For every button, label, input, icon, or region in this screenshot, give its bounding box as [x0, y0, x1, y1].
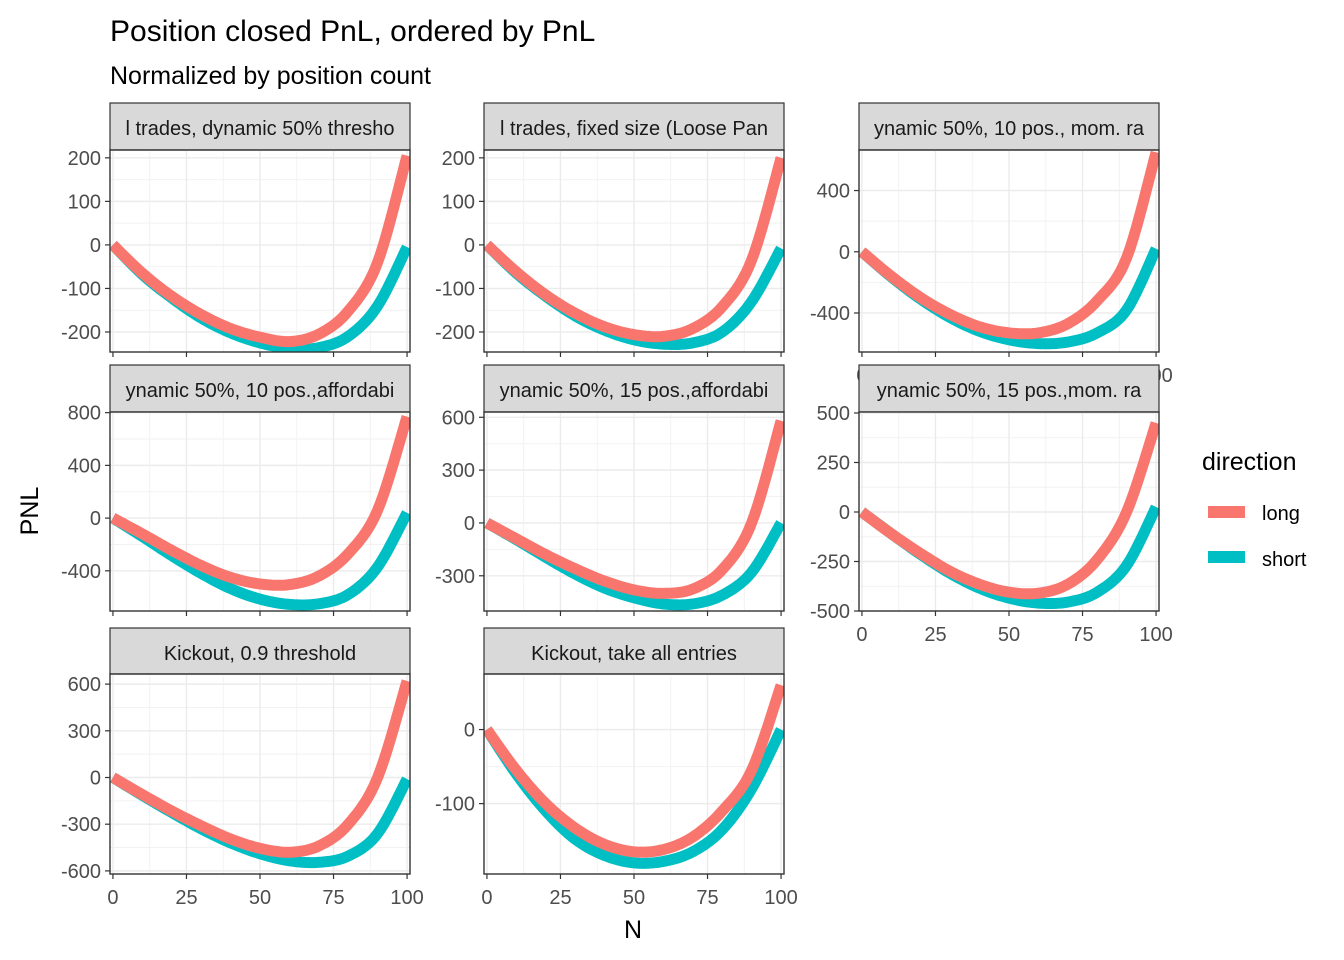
y-tick-label: 100 — [442, 191, 475, 213]
y-tick-label: -200 — [435, 322, 475, 344]
x-tick-label: 75 — [1071, 624, 1093, 646]
facet-panel: ynamic 50%, 10 pos.,affordabi 800 400 0 -400 — [61, 364, 411, 616]
facet-strip-label: l trades, dynamic 50% thresho — [125, 118, 394, 140]
facet-strip-label: ynamic 50%, 10 pos., mom. ra — [874, 118, 1145, 140]
y-tick-label: -600 — [61, 861, 101, 883]
facet-panel: l trades, fixed size (Loose Pan 200 100 0 -1… — [435, 102, 785, 357]
y-tick-label: 500 — [817, 403, 850, 425]
facet-strip — [483, 102, 785, 151]
x-axis-label: N — [624, 916, 642, 944]
y-tick-label: 400 — [68, 455, 101, 477]
x-tick-label: 75 — [696, 887, 718, 909]
y-tick-label: -500 — [810, 601, 850, 623]
y-tick-label: -100 — [435, 278, 475, 300]
facet-strip-label: Kickout, take all entries — [531, 643, 737, 665]
y-axis-label: PNL — [16, 487, 44, 536]
legend-label-long: long — [1262, 503, 1300, 525]
series-line-long — [859, 421, 1159, 600]
y-tick-label: 200 — [68, 148, 101, 170]
series-line-long — [859, 150, 1159, 340]
y-tick-label: -250 — [810, 551, 850, 573]
facet-strip-label: Kickout, 0.9 threshold — [164, 643, 356, 665]
facet-strip — [109, 102, 411, 151]
facet-panel: l trades, dynamic 50% thresho 200 100 0 -100… — [61, 102, 411, 357]
x-tick-label: 25 — [924, 624, 946, 646]
y-tick-label: -100 — [435, 794, 475, 816]
series-line-long — [110, 414, 410, 591]
legend-key-short — [1208, 551, 1245, 563]
chart-subtitle: Normalized by position count — [110, 62, 431, 90]
x-tick-label: 50 — [623, 887, 645, 909]
y-tick-label: -100 — [61, 278, 101, 300]
facet-strip — [483, 627, 785, 675]
y-tick-label: 250 — [817, 452, 850, 474]
facet-panel: Kickout, take all entries 0 -100 0 25 50 75 100 — [435, 627, 798, 909]
series-line-long — [484, 683, 784, 858]
y-tick-label: -300 — [435, 566, 475, 588]
y-tick-label: 0 — [464, 720, 475, 742]
x-tick-label: 25 — [549, 887, 571, 909]
y-tick-label: 600 — [68, 674, 101, 696]
y-tick-label: 0 — [90, 508, 101, 530]
legend-title: direction — [1202, 448, 1297, 476]
x-tick-label: 75 — [322, 887, 344, 909]
facet-strip-label: ynamic 50%, 10 pos.,affordabi — [126, 380, 395, 402]
x-tick-label: 0 — [107, 887, 118, 909]
facet-panel: Kickout, 0.9 threshold 600 300 0 -300 -600 0 25… — [61, 627, 424, 909]
facet-strip-label: ynamic 50%, 15 pos.,mom. ra — [877, 380, 1142, 402]
x-tick-label: 50 — [249, 887, 271, 909]
facet-strip — [858, 102, 1160, 151]
facet-panels: l trades, dynamic 50% thresho 200 100 0 -100… — [61, 102, 1173, 909]
y-tick-label: -400 — [810, 303, 850, 325]
series-line-long — [110, 679, 410, 858]
y-tick-label: 0 — [464, 513, 475, 535]
facet-panel: ynamic 50%, 10 pos., mom. ra4000-4000255… — [810, 102, 1173, 387]
y-tick-label: 100 — [68, 191, 101, 213]
legend-label-short: short — [1262, 549, 1307, 571]
x-tick-label: 0 — [481, 887, 492, 909]
y-tick-label: 0 — [90, 768, 101, 790]
x-tick-label: 100 — [764, 887, 797, 909]
y-tick-label: 400 — [817, 181, 850, 203]
facet-strip — [483, 364, 785, 413]
series-line-long — [484, 156, 784, 343]
y-tick-label: 0 — [839, 242, 850, 264]
y-tick-label: 600 — [442, 407, 475, 429]
y-tick-label: -400 — [61, 561, 101, 583]
facet-strip — [109, 364, 411, 413]
x-tick-label: 100 — [390, 887, 423, 909]
facet-panel: ynamic 50%, 15 pos.,affordabi 600 300 0 -300 — [435, 364, 785, 616]
x-tick-label: 50 — [998, 624, 1020, 646]
chart-title: Position closed PnL, ordered by PnL — [110, 15, 595, 48]
series-line-long — [484, 419, 784, 599]
legend: direction long short — [1202, 448, 1307, 571]
y-tick-label: 800 — [68, 403, 101, 425]
facet-panel: ynamic 50%, 15 pos.,mom. ra5002500-250-5… — [810, 364, 1173, 646]
y-tick-label: 0 — [839, 502, 850, 524]
y-tick-label: 0 — [464, 235, 475, 257]
x-tick-label: 100 — [1139, 624, 1172, 646]
x-tick-label: 0 — [856, 624, 867, 646]
y-tick-label: 200 — [442, 148, 475, 170]
y-tick-label: 300 — [442, 460, 475, 482]
facet-strip-label: ynamic 50%, 15 pos.,affordabi — [500, 380, 769, 402]
x-tick-label: 25 — [175, 887, 197, 909]
legend-key-long — [1208, 506, 1245, 518]
y-tick-label: -200 — [61, 322, 101, 344]
y-tick-label: 300 — [68, 721, 101, 743]
facet-strip-label: l trades, fixed size (Loose Pan — [500, 118, 768, 140]
series-line-long — [110, 154, 410, 348]
y-tick-label: 0 — [90, 235, 101, 257]
y-tick-label: -300 — [61, 814, 101, 836]
